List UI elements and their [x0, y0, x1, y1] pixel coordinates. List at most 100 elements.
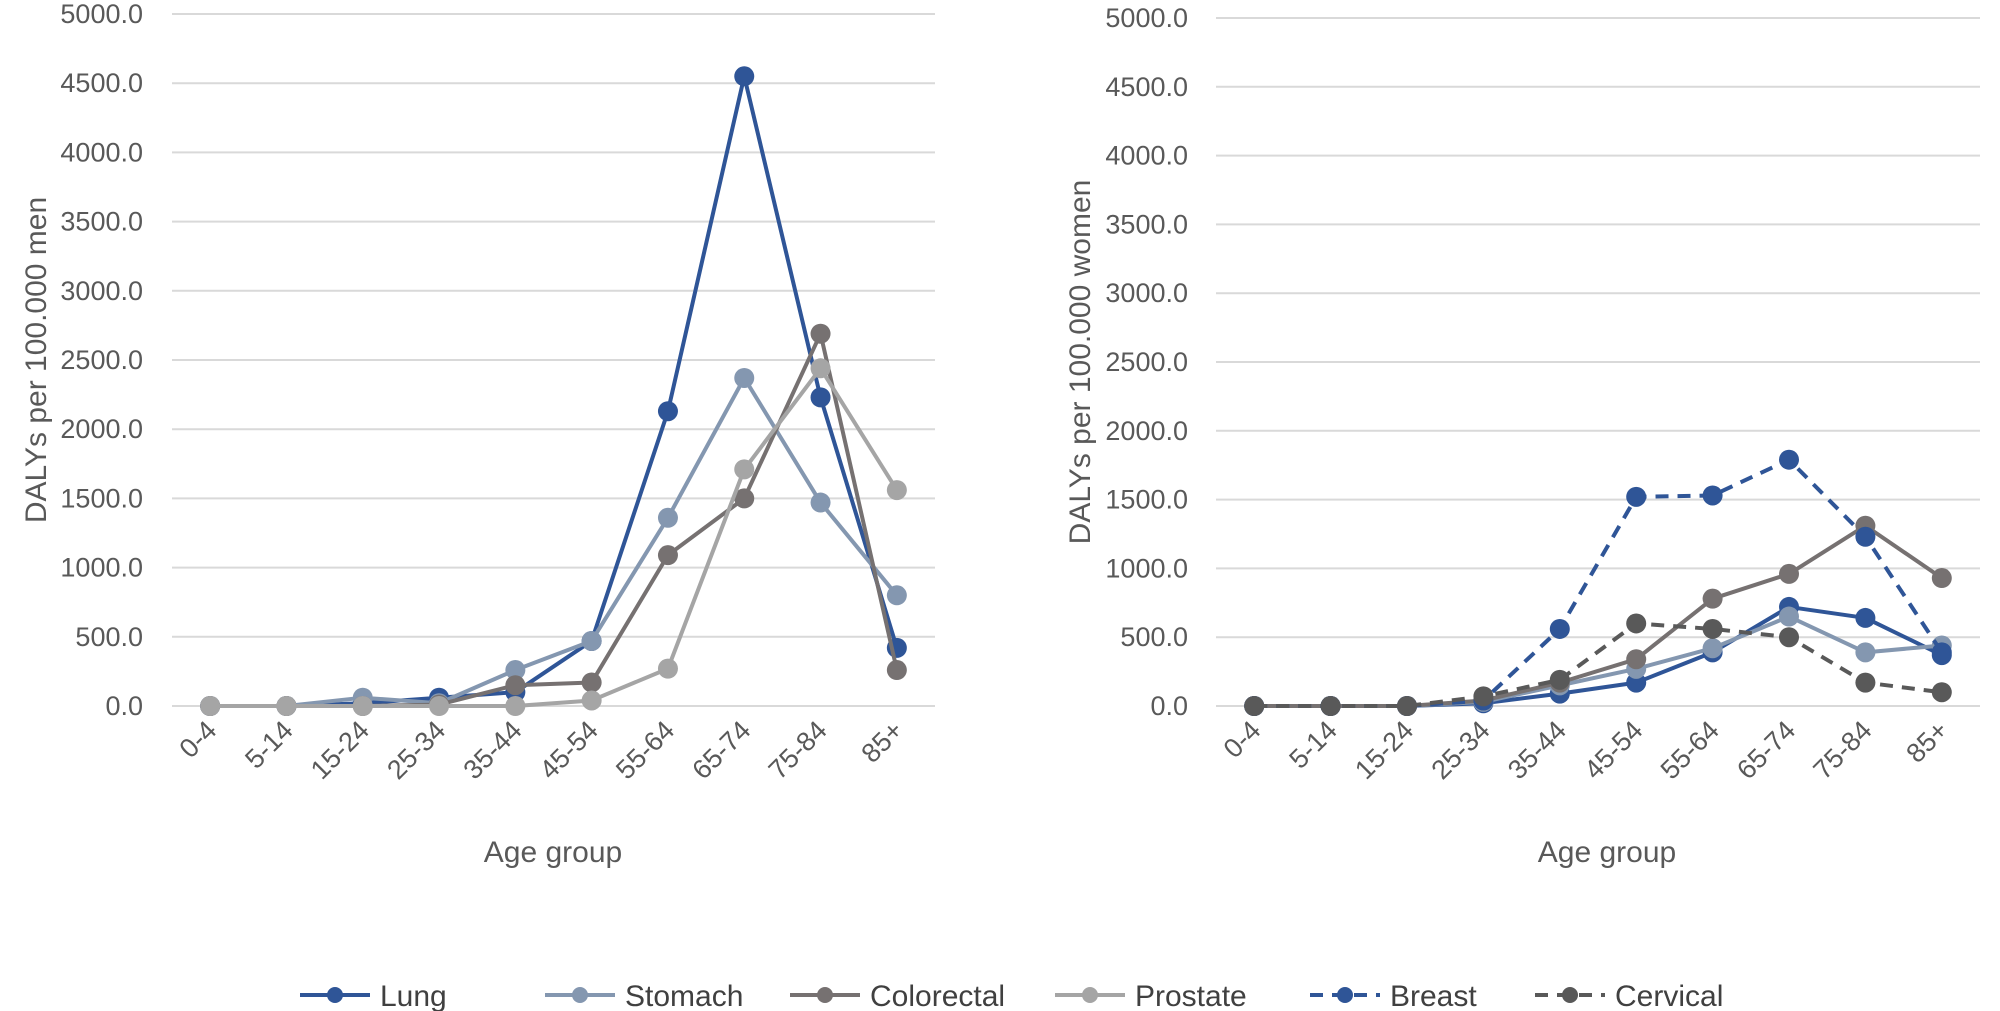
- chart-women-y-tick-label: 4500.0: [1105, 72, 1188, 102]
- chart-women-point-colorectal: [1626, 649, 1647, 670]
- chart-women-point-cervical: [1320, 696, 1341, 716]
- chart-women-x-tick-label: 5-14: [1283, 715, 1342, 774]
- chart-men-point-prostate: [734, 459, 755, 480]
- chart-men-y-tick-label: 2000.0: [60, 414, 143, 444]
- chart-men-series-stomach: [200, 367, 907, 716]
- chart-men-x-tick-label: 55-64: [610, 715, 680, 785]
- chart-women-line-lung: [1254, 604, 1943, 708]
- chart-women-point-cervical: [1702, 618, 1723, 639]
- chart-men-point-stomach: [810, 492, 831, 513]
- chart-men-y-tick-label: 0.0: [105, 691, 143, 721]
- chart-women-point-cervical: [1931, 682, 1952, 703]
- chart-women-x-tick-label: 25-34: [1426, 715, 1496, 785]
- chart-women: 0.0 500.0 1000.0 1500.0 2000.0 2500.0 3000.0 35…: [1064, 3, 1980, 869]
- legend-marker-lung: [327, 987, 343, 1003]
- chart-women-series-cervical: [1244, 613, 1952, 716]
- chart-women-point-cervical: [1397, 696, 1417, 716]
- chart-women-point-cervical: [1244, 696, 1265, 716]
- legend-label-stomach: Stomach: [625, 980, 743, 1011]
- chart-women-series-lung: [1244, 596, 1952, 716]
- chart-men-series-prostate: [200, 358, 907, 716]
- chart-women-x-tick-label: 65-74: [1731, 715, 1801, 785]
- chart-men-x-tick-label: 75-84: [763, 715, 833, 785]
- chart-women-x-tick-label: 35-44: [1502, 715, 1572, 785]
- chart-men-point-stomach: [734, 367, 755, 388]
- chart-men-point-colorectal: [581, 672, 602, 693]
- chart-women-point-cervical: [1473, 686, 1494, 707]
- chart-men-y-tick-label: 1000.0: [60, 553, 143, 583]
- chart-women-point-breast: [1549, 618, 1570, 639]
- legend-item-stomach: Stomach: [545, 980, 743, 1011]
- chart-men-point-stomach: [886, 585, 907, 606]
- chart-women-point-stomach: [1855, 642, 1876, 663]
- chart-women-point-cervical: [1549, 669, 1570, 690]
- chart-women-y-axis-title: DALYs per 100.000 women: [1064, 180, 1097, 545]
- chart-men-point-prostate: [200, 696, 221, 716]
- chart-women-point-breast: [1931, 642, 1952, 663]
- chart-men-point-prostate: [657, 658, 678, 679]
- legend-marker-breast: [1337, 987, 1353, 1003]
- chart-women-y-tick-label: 5000.0: [1105, 3, 1188, 33]
- chart-women-point-stomach: [1779, 606, 1799, 627]
- chart-men-x-tick-label: 65-74: [686, 715, 756, 785]
- chart-women-series-stomach: [1244, 606, 1952, 716]
- chart-men-point-lung: [657, 401, 678, 422]
- chart-men-point-colorectal: [505, 675, 526, 696]
- chart-men-y-tick-label: 3500.0: [60, 207, 143, 237]
- chart-women-y-tick-label: 3500.0: [1105, 209, 1188, 239]
- chart-women-point-cervical: [1855, 672, 1876, 693]
- chart-women-y-tick-label: 500.0: [1120, 622, 1188, 652]
- legend-marker-stomach: [572, 987, 588, 1003]
- legend-item-cervical: Cervical: [1535, 980, 1723, 1011]
- chart-women-point-cervical: [1779, 627, 1799, 648]
- legend-item-lung: Lung: [300, 980, 447, 1011]
- chart-men: 0.0 500.0 1000.0 1500.0 2000.0 2500.0 3000.0 35…: [20, 0, 935, 869]
- chart-women-y-tick-label: 2000.0: [1105, 416, 1188, 446]
- chart-men-point-colorectal: [657, 545, 678, 566]
- chart-women-point-breast: [1626, 486, 1647, 507]
- chart-men-x-tick-label: 5-14: [239, 715, 298, 774]
- chart-women-point-breast: [1779, 449, 1799, 470]
- chart-men-line-prostate: [210, 366, 899, 708]
- chart-women-point-colorectal: [1931, 568, 1952, 589]
- chart-women-y-tick-label: 3000.0: [1105, 278, 1188, 308]
- chart-men-y-tick-label: 3000.0: [60, 276, 143, 306]
- chart-men-y-tick-label: 1500.0: [60, 483, 143, 513]
- legend-label-breast: Breast: [1390, 980, 1477, 1011]
- chart-men-point-prostate: [352, 696, 373, 716]
- chart-men-point-prostate: [810, 358, 831, 379]
- chart-women-point-breast: [1702, 485, 1723, 506]
- chart-women-y-tick-label: 0.0: [1150, 691, 1188, 721]
- legend-item-colorectal: Colorectal: [790, 980, 1005, 1011]
- chart-men-x-tick-label: 25-34: [381, 715, 451, 785]
- chart-men-point-colorectal: [886, 660, 907, 681]
- chart-men-point-stomach: [657, 507, 678, 528]
- chart-men-x-tick-label: 0-4: [174, 715, 223, 764]
- chart-men-line-colorectal: [210, 331, 899, 708]
- chart-women-point-lung: [1626, 672, 1647, 693]
- chart-women-point-stomach: [1702, 638, 1723, 659]
- chart-women-y-tick-label: 1000.0: [1105, 553, 1188, 583]
- chart-men-y-tick-label: 5000.0: [60, 0, 143, 29]
- legend-marker-cervical: [1562, 987, 1578, 1003]
- chart-women-line-cervical: [1254, 621, 1943, 708]
- chart-men-point-stomach: [581, 630, 602, 651]
- chart-men-line-stomach: [210, 375, 899, 708]
- chart-men-point-prostate: [276, 696, 297, 716]
- chart-men-y-tick-label: 2500.0: [60, 345, 143, 375]
- chart-men-x-tick-label: 85+: [855, 715, 909, 769]
- chart-men-point-lung: [734, 66, 755, 87]
- chart-men-point-colorectal: [810, 323, 831, 344]
- legend-label-lung: Lung: [380, 980, 447, 1011]
- legend-label-colorectal: Colorectal: [870, 980, 1005, 1011]
- chart-women-x-tick-label: 15-24: [1349, 715, 1419, 785]
- chart-women-x-axis-title: Age group: [1538, 836, 1676, 869]
- legend-item-breast: Breast: [1310, 980, 1477, 1011]
- chart-men-point-prostate: [886, 480, 907, 501]
- legend-label-cervical: Cervical: [1615, 980, 1723, 1011]
- legend-item-prostate: Prostate: [1055, 980, 1247, 1011]
- legend-label-prostate: Prostate: [1135, 980, 1247, 1011]
- chart-men-point-prostate: [581, 690, 602, 711]
- chart-men-x-tick-label: 35-44: [458, 715, 528, 785]
- chart-men-x-tick-label: 15-24: [305, 715, 375, 785]
